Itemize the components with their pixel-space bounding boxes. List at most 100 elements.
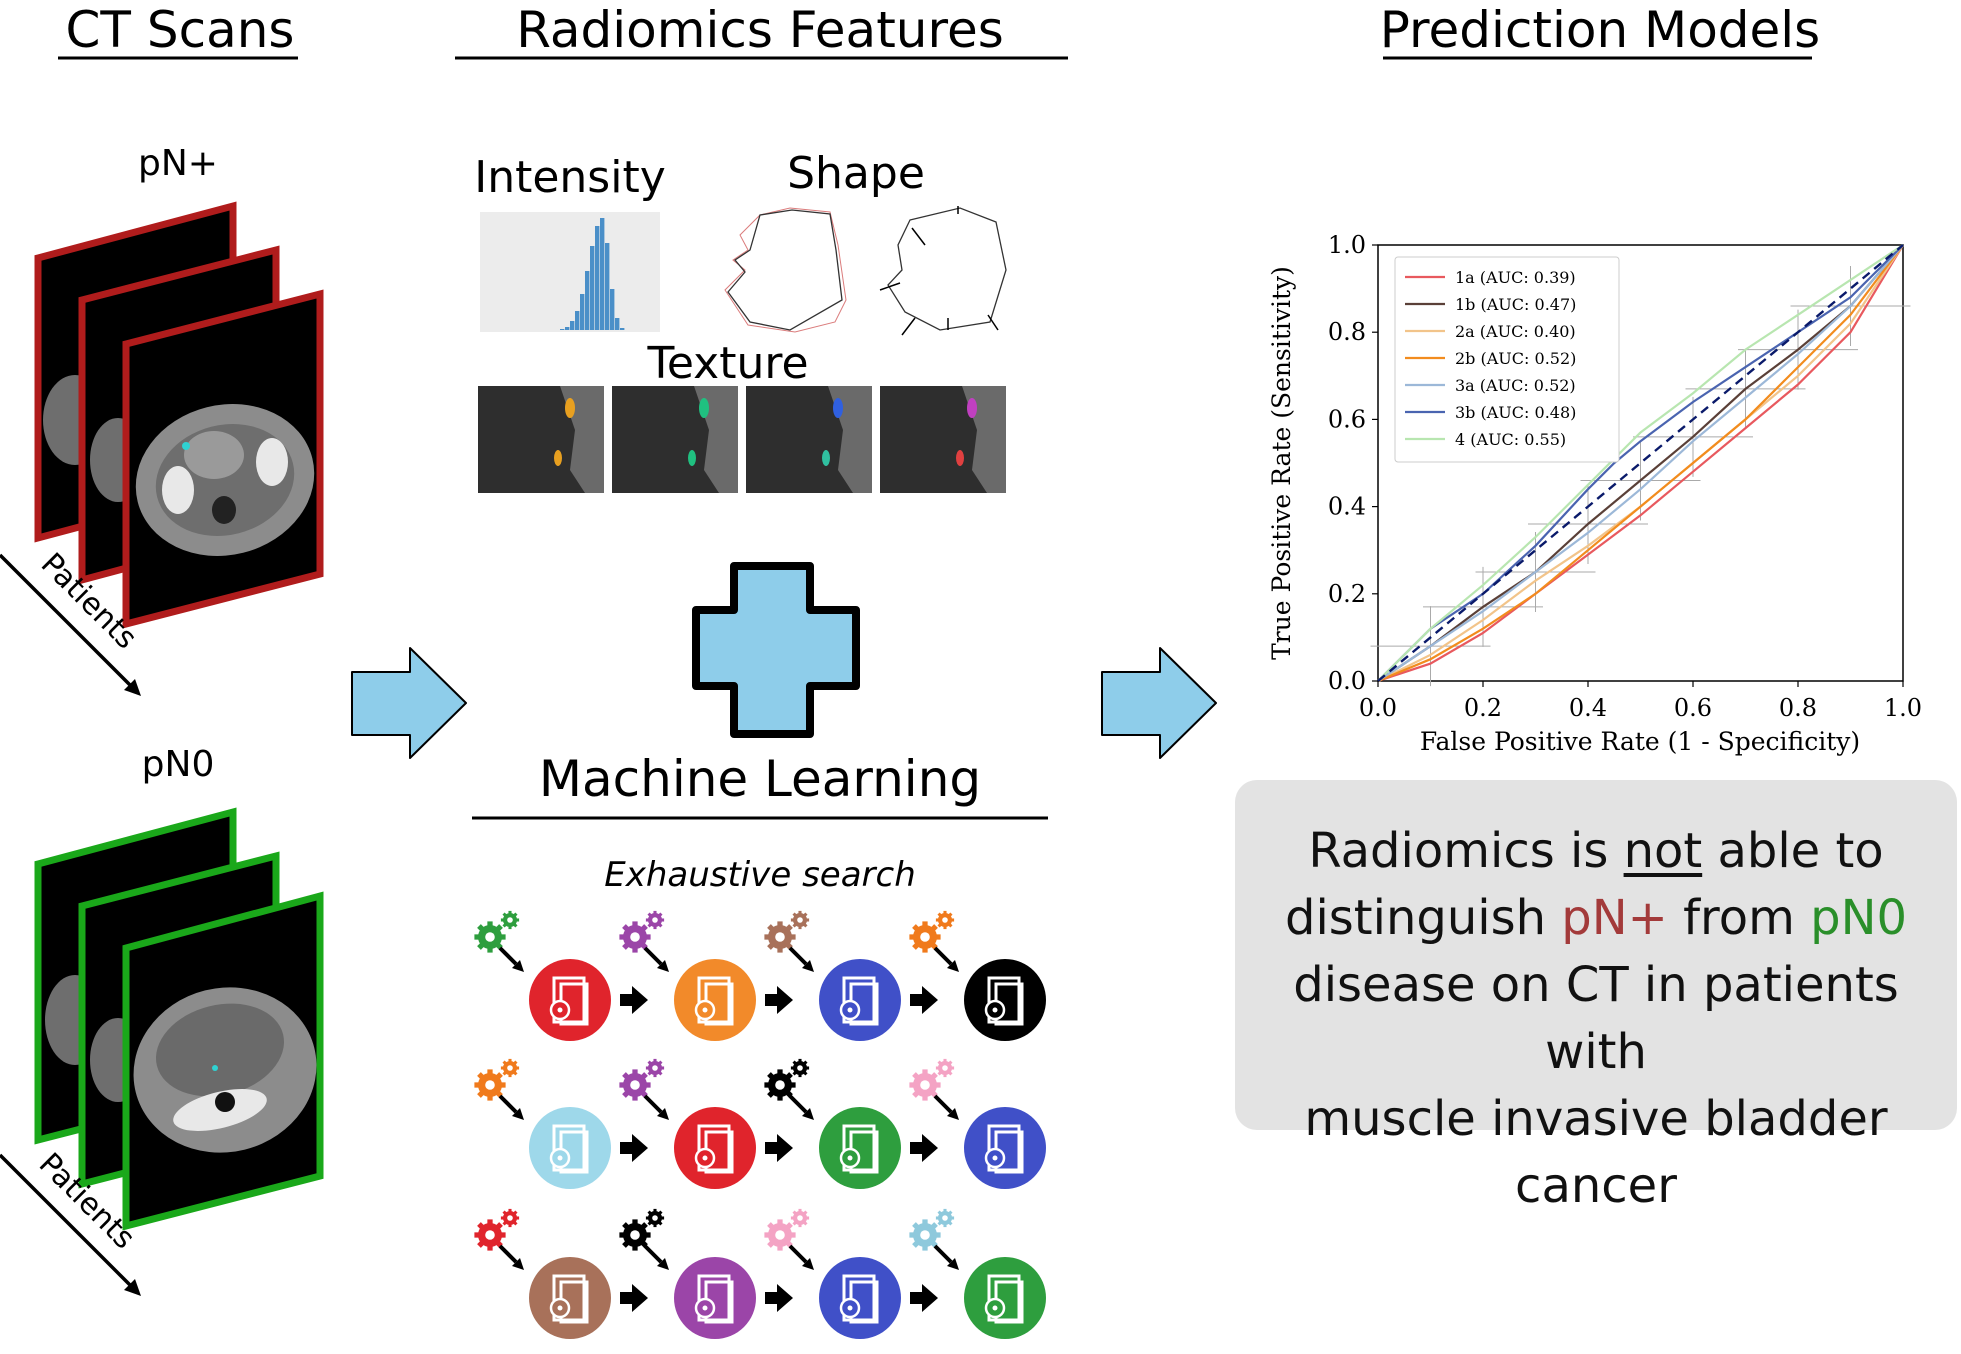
texture-patch xyxy=(612,386,738,493)
pipeline-arrow-icon xyxy=(765,1134,793,1162)
y-tick-label: 0.0 xyxy=(1328,667,1366,695)
gear-icon xyxy=(909,1069,941,1101)
config-arrow-icon xyxy=(498,1094,518,1114)
config-arrow-icon xyxy=(498,946,518,966)
config-arrow-icon xyxy=(498,1244,518,1264)
roc-curve xyxy=(1377,244,1904,683)
group-label-negative: pN0 xyxy=(142,744,215,785)
gear-icon xyxy=(935,910,955,930)
histogram-bar xyxy=(570,321,575,330)
gear-icon xyxy=(645,1058,665,1078)
gear-icon xyxy=(935,1058,955,1078)
ml-search-label: Exhaustive search xyxy=(604,855,916,895)
gear-icon xyxy=(500,910,520,930)
config-arrow-icon xyxy=(933,1094,953,1114)
conclusion-line: disease on CT in patients with xyxy=(1293,957,1899,1080)
axis-ticks: 0.0 0.2 0.4 0.6 0.8 1.0 0.0 0.2 0.4 0.6 0.8 1.0 xyxy=(1328,231,1922,722)
gear-icon xyxy=(474,921,506,953)
config-arrowhead-icon xyxy=(657,1108,669,1120)
roc-curves xyxy=(1377,244,1904,683)
ml-pipeline-grid xyxy=(474,910,1046,1339)
gear-icon xyxy=(619,921,651,953)
conclusion-text: distinguish xyxy=(1284,890,1562,946)
config-arrowhead-icon xyxy=(802,1108,814,1120)
histogram-bar xyxy=(585,271,590,330)
y-tick-label: 1.0 xyxy=(1328,231,1366,259)
y-axis-label: True Positive Rate (Sensitivity) xyxy=(1267,266,1296,660)
conclusion-line: Radiomics is not able to xyxy=(1245,818,1947,885)
model-icon xyxy=(964,1257,1046,1339)
pipeline-arrow-icon xyxy=(765,986,793,1014)
config-arrowhead-icon xyxy=(657,960,669,972)
roc-curve xyxy=(1377,244,1904,682)
conclusion-emphasis: not xyxy=(1623,823,1703,879)
roc-curve xyxy=(1377,244,1904,683)
model-icon xyxy=(674,1107,756,1189)
y-tick-label: 0.2 xyxy=(1328,580,1366,608)
roc-curve xyxy=(1377,244,1904,682)
heading-prediction-models: Prediction Models xyxy=(1380,1,1820,59)
plus-icon xyxy=(692,562,860,738)
ct-stack-positive xyxy=(34,201,324,629)
gear-icon xyxy=(619,1219,651,1251)
histogram-bar xyxy=(560,329,565,330)
config-arrow-icon xyxy=(933,1244,953,1264)
pipeline-arrow-icon xyxy=(910,986,938,1014)
legend: 1a (AUC: 0.39) 1b (AUC: 0.47) 2a (AUC: 0.4… xyxy=(1394,256,1620,463)
gear-icon xyxy=(790,1208,810,1228)
legend-label: 1a (AUC: 0.39) xyxy=(1455,268,1576,287)
histogram-bar xyxy=(575,311,580,330)
pipeline-arrow-icon xyxy=(620,986,648,1014)
gear-icon xyxy=(500,1208,520,1228)
legend-label: 3a (AUC: 0.52) xyxy=(1455,376,1576,395)
texture-patch xyxy=(746,386,872,493)
histogram-bars xyxy=(560,218,625,330)
chance-line xyxy=(1377,244,1904,682)
config-arrow-icon xyxy=(643,1244,663,1264)
pipeline-arrow-icon xyxy=(910,1284,938,1312)
histogram-bar xyxy=(610,289,615,330)
pipeline-arrow-icon xyxy=(765,1284,793,1312)
model-icon xyxy=(529,959,611,1041)
histogram-bar xyxy=(595,226,600,330)
x-tick-label: 1.0 xyxy=(1884,694,1922,722)
legend-label: 2a (AUC: 0.40) xyxy=(1455,322,1576,341)
gear-icon xyxy=(909,1219,941,1251)
flow-arrow-icon xyxy=(351,647,467,759)
gear-icon xyxy=(790,1058,810,1078)
gear-icon xyxy=(790,910,810,930)
roc-curve xyxy=(1377,244,1904,682)
texture-patch xyxy=(880,386,1006,493)
model-icon xyxy=(819,959,901,1041)
x-tick-label: 0.2 xyxy=(1464,694,1502,722)
conclusion-text: Radiomics is xyxy=(1308,823,1624,879)
config-arrowhead-icon xyxy=(947,1108,959,1120)
histogram-bar xyxy=(565,327,570,330)
histogram-bar xyxy=(605,243,610,330)
gear-icon xyxy=(645,910,665,930)
gear-icon xyxy=(619,1069,651,1101)
histogram-bar xyxy=(590,246,595,330)
intensity-histogram xyxy=(480,212,660,332)
flow-arrow-icon xyxy=(1101,647,1217,759)
config-arrowhead-icon xyxy=(947,960,959,972)
histogram-bar xyxy=(600,218,605,330)
legend-label: 3b (AUC: 0.48) xyxy=(1455,403,1576,422)
conclusion-line: muscle invasive bladder cancer xyxy=(1304,1091,1888,1214)
ct-slice xyxy=(122,891,324,1231)
heading-ct-scans: CT Scans xyxy=(66,1,295,59)
feature-label-intensity: Intensity xyxy=(474,152,666,203)
shape-contour xyxy=(724,207,847,333)
model-icon xyxy=(529,1257,611,1339)
gear-icon xyxy=(935,1208,955,1228)
heading-machine-learning: Machine Learning xyxy=(539,750,981,808)
histogram-bar xyxy=(620,328,625,330)
model-icon xyxy=(964,1107,1046,1189)
legend-label: 1b (AUC: 0.47) xyxy=(1455,295,1576,314)
model-icon xyxy=(964,959,1046,1041)
roc-chart: 0.0 0.2 0.4 0.6 0.8 1.0 0.0 0.2 0.4 0.6 0.8 1.0 Fal… xyxy=(1267,231,1922,756)
legend-label: 2b (AUC: 0.52) xyxy=(1455,349,1576,368)
config-arrowhead-icon xyxy=(512,1258,524,1270)
